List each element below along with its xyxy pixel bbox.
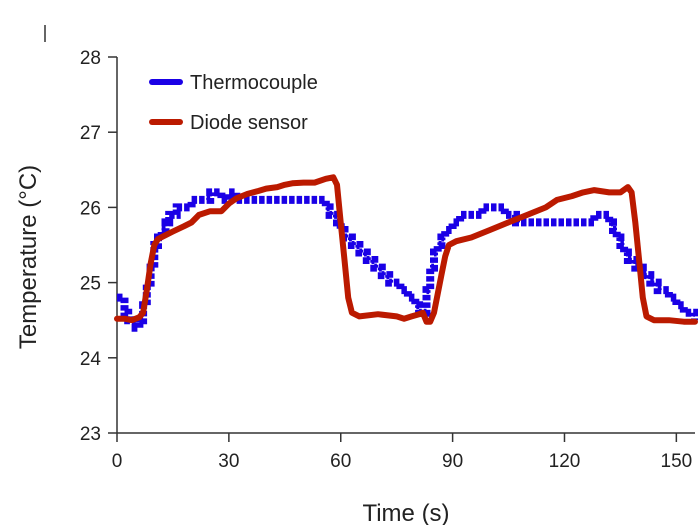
legend-label: Thermocouple — [190, 72, 318, 94]
legend-label: Diode sensor — [190, 112, 308, 134]
x-tick-label: 90 — [442, 451, 463, 472]
y-axis-label: Temperature (°C) — [15, 165, 42, 349]
y-tick-label: 26 — [80, 198, 101, 219]
x-tick-label: 60 — [330, 451, 351, 472]
y-tick-label: 28 — [80, 48, 101, 69]
x-tick-label: 0 — [112, 451, 123, 472]
series-line-thermocouple — [117, 188, 698, 332]
legend: Thermocouple Diode sensor — [149, 72, 318, 134]
axes — [44, 25, 695, 434]
x-tick-label: 120 — [549, 451, 581, 472]
y-tick-label: 27 — [80, 123, 101, 144]
x-tick-label: 30 — [218, 451, 239, 472]
y-tick-label: 24 — [80, 349, 102, 370]
y-tick-label: 23 — [80, 424, 101, 445]
x-tick-label: 150 — [661, 451, 693, 472]
series-line-diode-sensor — [114, 174, 698, 325]
ticks: 23 24 25 26 27 28 0 30 60 90 120 150 — [80, 48, 692, 472]
series-layer — [114, 174, 698, 332]
y-tick-label: 25 — [80, 274, 101, 295]
x-axis-label: Time (s) — [362, 500, 449, 525]
